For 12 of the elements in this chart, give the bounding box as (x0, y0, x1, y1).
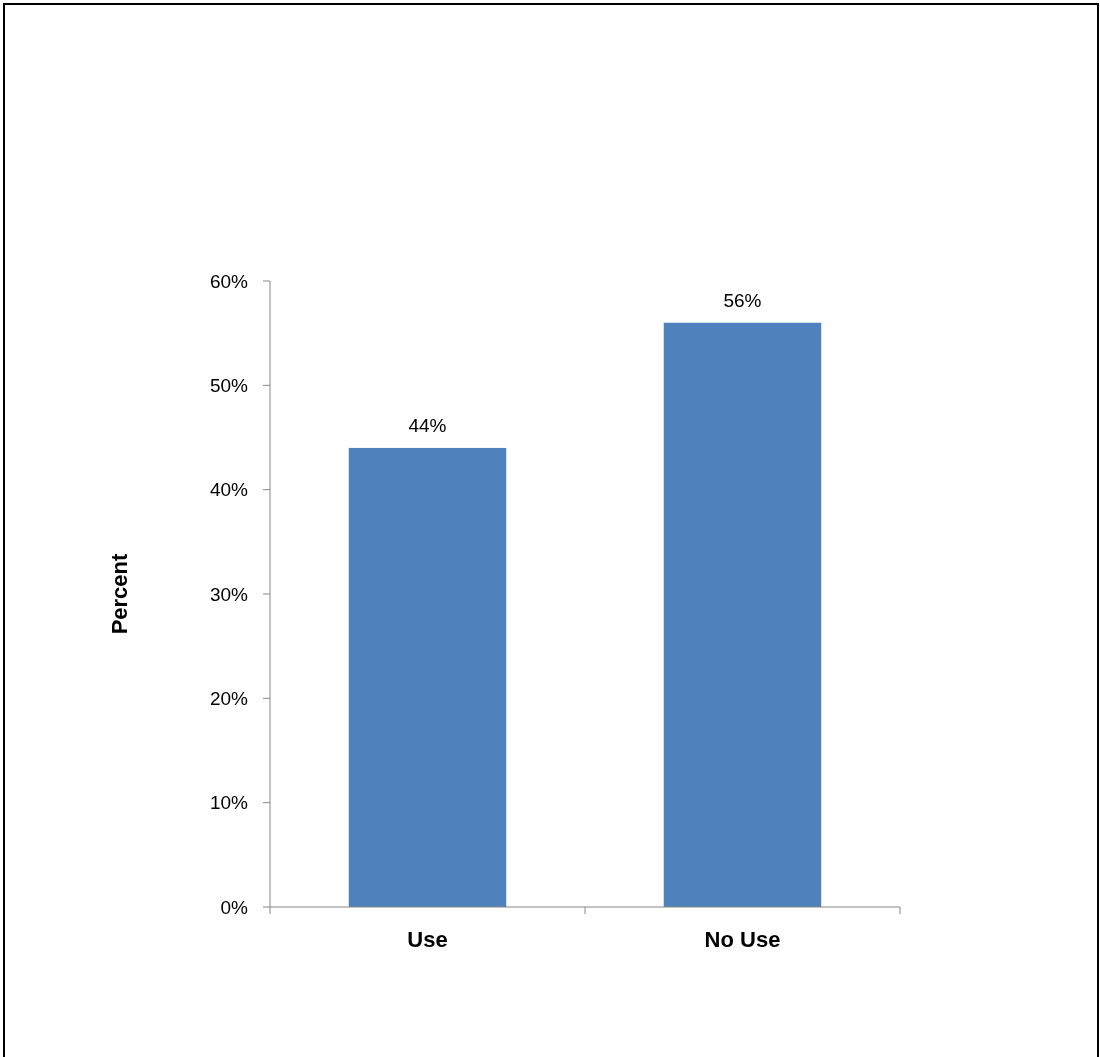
data-label: 56% (723, 289, 762, 311)
y-tick-label: 60% (209, 270, 249, 292)
data-label: 44% (408, 414, 447, 436)
x-tick-label: No Use (704, 927, 781, 952)
y-tick-label: 0% (220, 896, 249, 918)
y-tick-label: 30% (209, 583, 249, 605)
y-tick-label: 40% (209, 479, 249, 501)
y-axis-title: Percent (107, 552, 132, 635)
x-tick-label: Use (407, 927, 448, 952)
y-tick-label: 20% (209, 687, 249, 709)
y-tick-label: 50% (209, 374, 249, 396)
y-tick-label: 10% (209, 792, 249, 814)
